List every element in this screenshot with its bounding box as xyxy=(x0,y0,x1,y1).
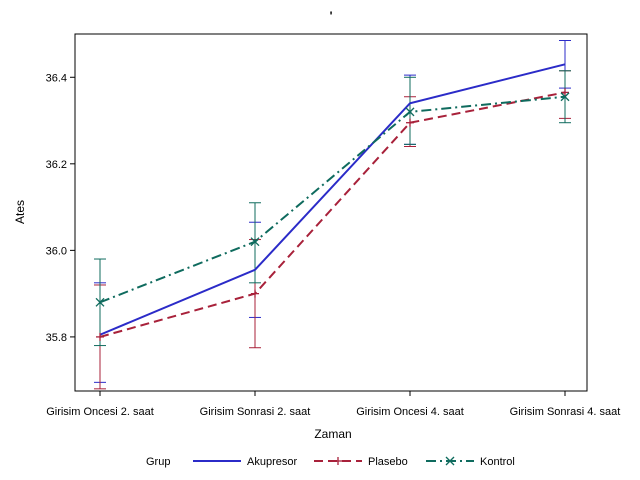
legend-item-plasebo: Plasebo xyxy=(314,456,408,468)
legend-label: Akupresor xyxy=(247,456,297,468)
series-markers xyxy=(95,88,570,341)
y-tick-label: 35.8 xyxy=(46,332,67,344)
series-line-plasebo xyxy=(99,91,566,338)
legend-marker xyxy=(445,456,455,466)
error-bars xyxy=(94,39,571,390)
y-tick-label: 36.0 xyxy=(46,245,67,257)
x-axis-label: Zaman xyxy=(314,427,351,441)
legend-marker xyxy=(334,457,342,465)
marker-x-b xyxy=(405,107,415,117)
point-plasebo xyxy=(96,332,104,341)
x-axis: Girisim Oncesi 2. saat Girisim Sonrasi 2.… xyxy=(46,391,620,418)
error-bar xyxy=(404,76,416,145)
series-line-kontrol xyxy=(99,95,566,304)
legend-label: Plasebo xyxy=(368,456,408,468)
point-plasebo xyxy=(406,118,414,127)
x-tick-label: Girisim Oncesi 4. saat xyxy=(356,406,464,418)
legend-item-akupresor: Akupresor xyxy=(193,456,297,468)
point-kontrol xyxy=(250,237,260,247)
legend-title: Grup xyxy=(146,456,170,468)
series-lines xyxy=(99,63,566,338)
point-kontrol xyxy=(405,107,415,117)
point-kontrol xyxy=(95,297,105,307)
y-tick-label: 36.2 xyxy=(46,159,67,171)
marker-x-b xyxy=(445,456,455,466)
series-line-akupresor xyxy=(99,63,566,336)
marker-x-b xyxy=(95,297,105,307)
x-tick-label: Girisim Oncesi 2. saat xyxy=(46,406,154,418)
point-plasebo xyxy=(251,289,259,298)
marker-x-b xyxy=(250,237,260,247)
legend-label: Kontrol xyxy=(480,456,515,468)
y-axis-label: Ates xyxy=(13,200,27,224)
point-kontrol xyxy=(560,92,570,102)
marker-x-b xyxy=(560,92,570,102)
legend-item-kontrol: Kontrol xyxy=(426,456,515,468)
x-tick-label: Girisim Sonrasi 4. saat xyxy=(510,406,621,418)
legend: Grup Akupresor Plasebo Kontrol xyxy=(146,456,515,468)
x-tick-label: Girisim Sonrasi 2. saat xyxy=(200,406,311,418)
y-axis: 35.8 36.0 36.2 36.4 xyxy=(46,72,75,344)
chart-title: ' xyxy=(330,9,333,23)
point-plasebo xyxy=(561,88,569,97)
y-tick-label: 36.4 xyxy=(46,72,67,84)
plot-frame xyxy=(74,33,588,392)
